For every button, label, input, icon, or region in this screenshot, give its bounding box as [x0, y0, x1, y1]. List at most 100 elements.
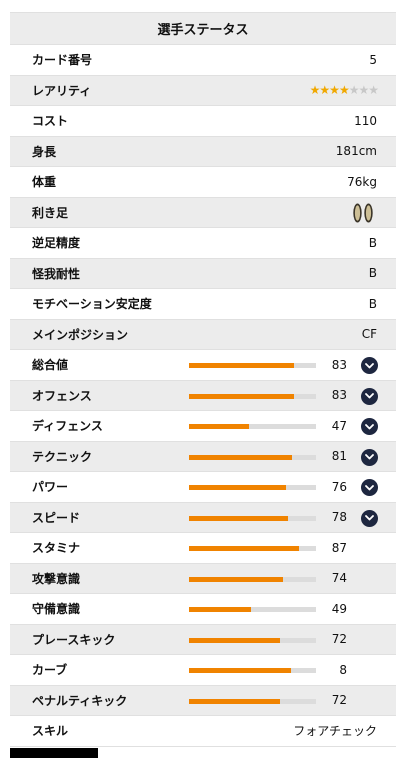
- chevron-down-icon: [365, 484, 374, 490]
- stat-value: 87: [331, 540, 347, 555]
- row-value: CF: [361, 327, 377, 342]
- star-filled-icon: ★: [319, 83, 330, 98]
- stat-value: 72: [331, 693, 347, 708]
- row-skill: スキル フォアチェック: [10, 716, 396, 747]
- stat-bar-fill: [189, 515, 289, 521]
- stat-row: テクニック 81: [10, 441, 396, 472]
- row-label: スキル: [32, 724, 69, 739]
- both-feet-icon: [350, 202, 376, 228]
- star-empty-icon: ★: [348, 83, 360, 98]
- stat-bar: [189, 607, 316, 612]
- stat-label: テクニック: [32, 449, 93, 464]
- chevron-down-icon: [365, 423, 374, 429]
- stat-row: スタミナ 87: [10, 533, 396, 564]
- expand-button[interactable]: [361, 418, 378, 435]
- stat-bar: [189, 485, 316, 490]
- stat-value: 8: [339, 662, 347, 677]
- stat-value: 47: [331, 418, 347, 433]
- stat-label: オフェンス: [32, 388, 92, 403]
- chevron-down-icon: [365, 515, 374, 521]
- row-value: 181cm: [335, 144, 377, 159]
- stat-bar-fill: [189, 424, 249, 429]
- row-label: メインポジション: [32, 327, 129, 342]
- stat-bar: [189, 515, 316, 521]
- player-status-panel: 選手ステータス カード番号 5 レアリティ ★ ★ ★ ★ ★ ★ ★ コスト 110 身長…: [10, 12, 396, 747]
- row-label: 身長: [32, 144, 57, 159]
- stat-value: 49: [331, 601, 347, 616]
- stat-bar: [189, 363, 316, 368]
- star-empty-icon: ★: [358, 83, 369, 98]
- stat-row: ペナルティキック 72: [10, 685, 396, 716]
- stat-bar-fill: [189, 698, 281, 704]
- stat-label: 総合値: [32, 358, 69, 373]
- stat-bar-fill: [189, 485, 286, 490]
- stat-bar-fill: [189, 546, 300, 551]
- stat-bar: [189, 393, 316, 399]
- rarity-stars: ★ ★ ★ ★ ★ ★ ★: [310, 76, 379, 106]
- stat-bar: [189, 546, 316, 551]
- row-value: B: [368, 266, 377, 281]
- chevron-down-icon: [365, 362, 374, 368]
- row-weak-foot-accuracy: 逆足精度 B: [10, 228, 396, 259]
- stat-row: オフェンス 83: [10, 380, 396, 411]
- stat-label: スピード: [32, 510, 81, 525]
- row-label: モチベーション安定度: [32, 297, 152, 312]
- row-label: 体重: [32, 175, 57, 190]
- row-value: 5: [369, 52, 377, 67]
- expand-button[interactable]: [361, 448, 378, 466]
- stat-bar: [189, 637, 316, 643]
- row-motivation-stability: モチベーション安定度 B: [10, 289, 396, 320]
- chevron-down-icon: [365, 393, 374, 399]
- stat-value: 76: [331, 479, 347, 494]
- row-value: 110: [354, 113, 377, 128]
- stat-row: 総合値 83: [10, 350, 396, 381]
- expand-button[interactable]: [361, 357, 378, 374]
- row-label: コスト: [32, 114, 69, 129]
- stat-bar-fill: [189, 607, 252, 612]
- stat-label: パワー: [32, 480, 69, 495]
- stat-row: カーブ 8: [10, 655, 396, 686]
- stat-label: ディフェンス: [32, 419, 103, 434]
- row-card-number: カード番号 5: [10, 45, 396, 76]
- stat-label: カーブ: [32, 663, 68, 678]
- star-filled-icon: ★: [338, 83, 350, 98]
- row-value: 76kg: [347, 174, 377, 189]
- stat-label: プレースキック: [32, 632, 116, 647]
- stat-row: ディフェンス 47: [10, 411, 396, 442]
- row-dominant-foot: 利き足: [10, 197, 396, 228]
- row-injury-resistance: 怪我耐性 B: [10, 258, 396, 289]
- stat-bar-fill: [189, 637, 281, 643]
- row-height: 身長 181cm: [10, 136, 396, 167]
- star-empty-icon: ★: [368, 83, 379, 98]
- row-main-position: メインポジション CF: [10, 319, 396, 350]
- stat-row: スピード 78: [10, 502, 396, 533]
- stat-label: 攻撃意識: [32, 571, 81, 586]
- stat-bar-fill: [189, 576, 283, 582]
- stat-bar: [189, 668, 316, 673]
- expand-button[interactable]: [361, 479, 378, 496]
- row-label: カード番号: [32, 53, 93, 68]
- star-filled-icon: ★: [329, 83, 340, 98]
- stat-value: 83: [331, 388, 347, 403]
- stat-value: 83: [331, 357, 347, 372]
- stat-row: プレースキック 72: [10, 624, 396, 655]
- stat-label: 守備意識: [32, 602, 81, 617]
- stat-bar-fill: [189, 668, 291, 673]
- row-label: 逆足精度: [32, 236, 81, 251]
- expand-button[interactable]: [361, 387, 378, 405]
- row-rarity: レアリティ ★ ★ ★ ★ ★ ★ ★: [10, 75, 396, 106]
- expand-button[interactable]: [361, 509, 378, 527]
- stat-bar: [189, 576, 316, 582]
- stat-row: 守備意識 49: [10, 594, 396, 625]
- row-label: 怪我耐性: [32, 266, 81, 281]
- stat-label: ペナルティキック: [32, 693, 128, 708]
- row-cost: コスト 110: [10, 106, 396, 137]
- row-weight: 体重 76kg: [10, 167, 396, 198]
- row-value: B: [368, 235, 377, 250]
- stat-bar-fill: [189, 363, 295, 368]
- bottom-black-bar: [10, 748, 98, 758]
- panel-title: 選手ステータス: [10, 12, 396, 45]
- stats-list: 総合値 83 オフェンス 83 ディフェンス 47 テクニック 81 パワー 76 スピード 78 スタ…: [10, 350, 396, 716]
- row-label: 利き足: [32, 205, 69, 220]
- row-label: レアリティ: [32, 83, 92, 98]
